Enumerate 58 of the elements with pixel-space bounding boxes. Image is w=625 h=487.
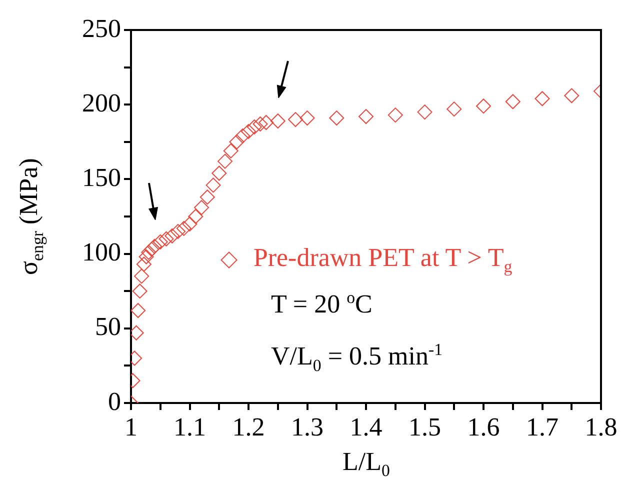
point: [164, 228, 180, 244]
point: [200, 190, 215, 205]
x-tick-label: 1.2: [232, 412, 265, 442]
legend-label: Pre-drawn PET at T > T$_{g}$: [253, 243, 512, 278]
x-tick-label: 1: [124, 412, 138, 442]
point: [152, 234, 168, 250]
point: [229, 134, 244, 150]
point: [270, 114, 286, 129]
point: [158, 231, 174, 246]
point: [246, 119, 262, 134]
x-tick-label: 1.8: [584, 412, 618, 442]
point: [476, 98, 491, 114]
y-tick-label: 50: [95, 312, 121, 342]
point: [505, 94, 520, 110]
x-axis-title: L/L$_{0}$: [342, 447, 390, 482]
point: [212, 166, 227, 181]
x-tick-label: 1.1: [174, 412, 206, 442]
point: [176, 220, 192, 236]
y-tick-label: 100: [82, 238, 121, 267]
point: [206, 178, 221, 193]
point: [141, 244, 156, 260]
point: [132, 284, 148, 299]
annotation: V/L$_{0}$ = 0.5 min$^{-1}$: [271, 340, 443, 376]
point: [182, 216, 198, 232]
y-tick-label: 200: [82, 88, 121, 118]
point: [329, 110, 344, 126]
x-tick-label: 1.5: [408, 412, 441, 442]
point: [218, 154, 232, 169]
x-tick-label: 1.7: [526, 412, 558, 442]
point: [144, 242, 160, 257]
point: [288, 112, 303, 128]
point: [446, 102, 462, 117]
point: [194, 200, 209, 216]
point: [534, 91, 550, 106]
point: [188, 209, 204, 224]
point: [564, 88, 580, 104]
point: [388, 108, 403, 123]
point: [417, 104, 432, 120]
point: [358, 109, 374, 124]
point: [223, 143, 238, 158]
point: [252, 116, 268, 132]
point: [131, 302, 146, 318]
point: [134, 268, 150, 284]
annotation: T = 20 $^{o}$C: [271, 288, 372, 320]
y-tick-label: 150: [82, 163, 121, 192]
point: [300, 110, 315, 126]
point: [170, 224, 186, 239]
x-tick-label: 1.6: [467, 412, 500, 442]
x-tick-label: 1.3: [291, 412, 324, 442]
y-tick-label: 0: [108, 386, 121, 416]
point: [138, 249, 154, 264]
point: [258, 115, 274, 130]
x-tick-label: 1.4: [350, 412, 382, 442]
point: [136, 256, 152, 272]
point: [147, 238, 162, 254]
point: [235, 128, 250, 144]
point: [241, 124, 256, 139]
y-tick-label: 250: [82, 14, 121, 43]
